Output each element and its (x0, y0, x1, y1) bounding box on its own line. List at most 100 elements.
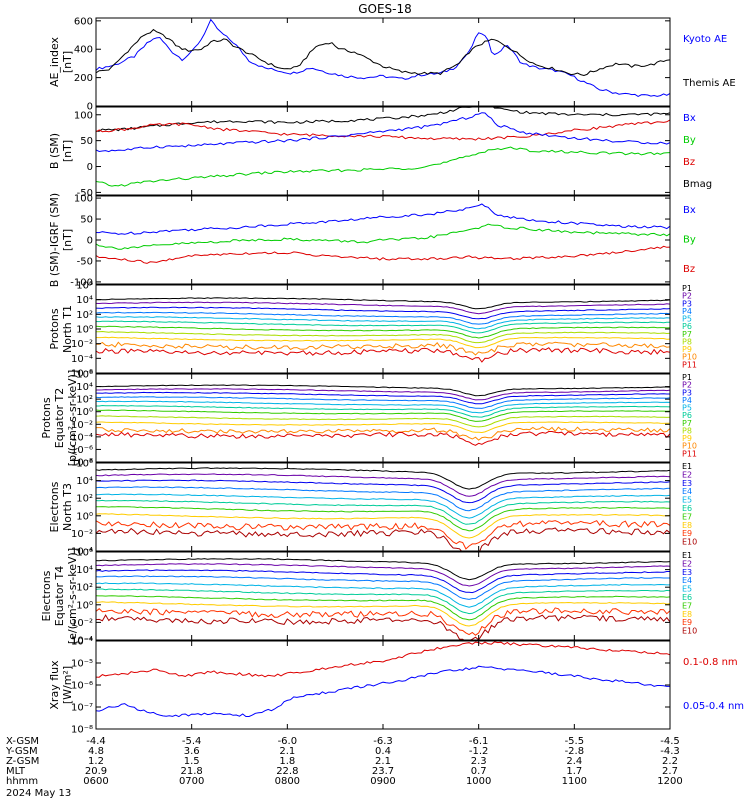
ephemeris-value: 0900 (370, 776, 395, 787)
y-axis-label: Equator T4 (53, 566, 66, 626)
y-axis-label: B (SM) (48, 133, 61, 169)
y-tick-label: 10² (76, 583, 93, 594)
panel-e_eq: 10⁻⁴ 10⁻² 10⁰ 10² 10⁴ 10⁶ Electrons Equator T4[… (40, 548, 697, 647)
series-line-e10 (96, 527, 670, 551)
y-tick-label: 400 (74, 45, 93, 56)
series-line-p10 (96, 426, 670, 441)
legend-label: E10 (682, 627, 697, 636)
panel-p_north: 10⁻⁶ 10⁻⁴ 10⁻² 10⁰ 10² 10⁴ 10⁶ Protons North T1 P… (48, 281, 697, 380)
series-line-e4 (96, 486, 670, 512)
series-line-e10 (96, 614, 670, 640)
ephemeris-value: -5.4 (182, 736, 202, 747)
legend-label: P1 (682, 284, 692, 293)
y-tick-label: 10⁶ (76, 548, 93, 559)
series-line-p10 (96, 341, 670, 356)
series-line-e6 (96, 588, 670, 615)
series-line-p11 (96, 347, 670, 363)
y-axis-label: [W/m²] (61, 666, 74, 704)
series-line-e8 (96, 513, 670, 539)
y-axis-label: Protons (48, 308, 61, 349)
ephemeris-value: -6.0 (278, 736, 298, 747)
series-line-0-05-0-4-nm (96, 665, 670, 718)
ephemeris-value: 0.4 (375, 746, 391, 757)
panel-e_eq-series (96, 558, 670, 640)
legend-label: E5 (682, 585, 692, 594)
legend-label: E8 (682, 521, 692, 530)
series-line-e5 (96, 582, 670, 608)
series-line-p2 (96, 301, 670, 315)
series-line-p6 (96, 320, 670, 334)
y-tick-label: 10⁻⁶ (71, 369, 93, 380)
y-tick-label: 10⁻⁴ (71, 636, 93, 647)
series-line-bx (96, 112, 670, 153)
ephemeris-value: 1200 (657, 776, 682, 787)
y-tick-label: 200 (74, 73, 93, 84)
legend-label: Themis AE (682, 78, 736, 89)
y-axis-label: [nT] (61, 140, 74, 162)
legend-label: Bz (683, 157, 695, 168)
series-line-bz (96, 245, 670, 264)
y-tick-label: -50 (77, 188, 93, 199)
series-line-e4 (96, 575, 670, 600)
legend-label: P10 (682, 353, 697, 362)
ephemeris-value: 2.3 (471, 756, 487, 767)
ephemeris-value: 20.9 (85, 766, 107, 777)
legend-label: P7 (682, 330, 692, 339)
ephemeris-value: 0700 (179, 776, 204, 787)
legend-label: P3 (682, 299, 692, 308)
ephemeris-row-label: MLT (6, 766, 26, 777)
series-line-p11 (96, 431, 670, 446)
ephemeris-value: 0800 (275, 776, 300, 787)
series-line-bx (96, 203, 670, 235)
ephemeris-value: 22.8 (276, 766, 298, 777)
ephemeris-value: 0.7 (471, 766, 487, 777)
y-tick-label: 100 (74, 110, 93, 121)
y-tick-label: 10⁴ (76, 295, 93, 306)
y-tick-label: 600 (74, 16, 93, 27)
legend-label: P11 (682, 449, 697, 458)
series-line-p4 (96, 311, 670, 325)
y-tick-label: 10⁴ (76, 476, 93, 487)
legend-label: P4 (682, 396, 692, 405)
y-tick-label: 10⁻⁴ (71, 547, 93, 558)
series-line-p2 (96, 388, 670, 401)
ephemeris-value: -5.5 (565, 736, 585, 747)
y-tick-label: 10⁶ (76, 459, 93, 470)
legend-label: E3 (682, 568, 692, 577)
ephemeris-value: 0600 (83, 776, 108, 787)
series-line-e7 (96, 506, 670, 532)
legend-label: 0.1-0.8 nm (683, 657, 738, 668)
ephemeris-value: 3.6 (184, 746, 200, 757)
series-line-p8 (96, 415, 670, 428)
legend-label: By (683, 135, 696, 146)
series-line-e1 (96, 558, 670, 581)
legend-label: E6 (682, 504, 692, 513)
y-tick-label: 50 (80, 136, 93, 147)
series-line-by (96, 223, 670, 250)
legend-label: P11 (682, 360, 697, 369)
series-line-p8 (96, 330, 670, 344)
ephemeris-value: 1.7 (566, 766, 582, 777)
ephemeris-value: 1.5 (184, 756, 200, 767)
y-axis-label: Xray flux (48, 660, 61, 710)
ephemeris-value: 2.2 (662, 756, 678, 767)
y-tick-label: 10⁰ (76, 600, 93, 611)
series-line-e9 (96, 520, 670, 550)
series-line-e8 (96, 601, 670, 627)
ephemeris-row-label: X-GSM (6, 736, 39, 747)
legend-label: E9 (682, 529, 692, 538)
panel-frame (95, 17, 671, 107)
series-line-p9 (96, 421, 670, 434)
series-line-0-1-0-8-nm (96, 641, 670, 678)
series-line-e6 (96, 499, 670, 525)
legend-label: Bz (683, 264, 695, 275)
y-tick-label: 10⁻² (71, 420, 93, 431)
legend-label: E9 (682, 618, 692, 627)
legend-label: P5 (682, 315, 692, 324)
y-axis-label: [e/(cm²-s-sr-keV)] (66, 548, 79, 644)
y-tick-label: 10⁻² (71, 618, 93, 629)
y-tick-label: 10⁰ (76, 325, 93, 336)
